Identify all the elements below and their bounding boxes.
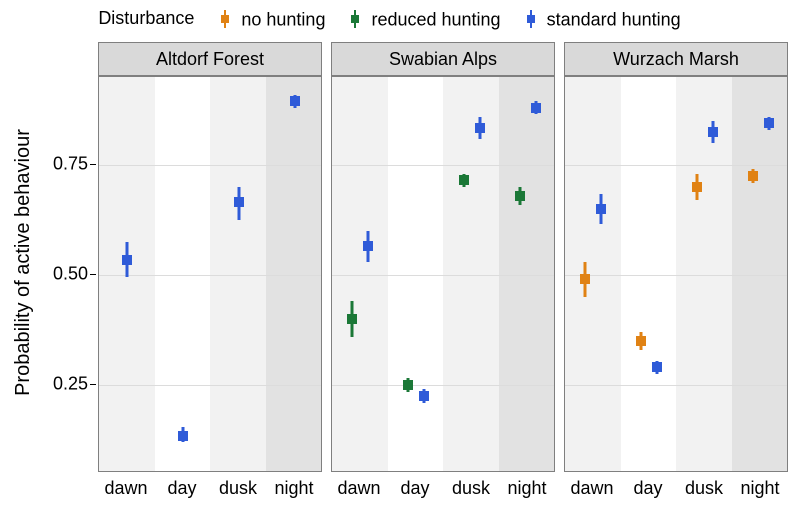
y-tick-mark <box>90 384 96 385</box>
point-marker <box>178 431 188 441</box>
point-marker <box>234 197 244 207</box>
facet-strip: Wurzach Marsh <box>564 42 788 76</box>
point-marker <box>692 182 702 192</box>
x-tick-label: dawn <box>331 478 387 499</box>
facet-title: Altdorf Forest <box>156 49 264 70</box>
x-tick-label: dawn <box>564 478 620 499</box>
point-marker <box>531 103 541 113</box>
facet-panel: Swabian Alps dawndaydusknight <box>331 42 555 502</box>
point-marker <box>459 175 469 185</box>
x-band <box>388 77 444 471</box>
legend-label: standard hunting <box>547 9 681 29</box>
x-band <box>155 77 211 471</box>
legend-item: reduced hunting <box>343 6 500 31</box>
legend-label: reduced hunting <box>371 9 500 29</box>
gridline <box>565 385 787 386</box>
x-tick-label: dawn <box>98 478 154 499</box>
x-band <box>499 77 555 471</box>
x-tick-label: night <box>499 478 555 499</box>
facet-title: Swabian Alps <box>389 49 497 70</box>
plot-area <box>331 76 555 472</box>
legend-swatch-icon <box>213 9 237 29</box>
point-marker <box>419 391 429 401</box>
y-tick-label: 0.75 <box>38 154 88 175</box>
x-band <box>732 77 788 471</box>
x-band <box>621 77 677 471</box>
gridline <box>332 275 554 276</box>
point-marker <box>652 362 662 372</box>
gridline <box>332 165 554 166</box>
x-band <box>565 77 621 471</box>
point-marker <box>290 96 300 106</box>
x-tick-label: day <box>154 478 210 499</box>
facet-panel: Wurzach Marsh dawndaydusknight <box>564 42 788 502</box>
point-marker <box>636 336 646 346</box>
x-tick-label: day <box>620 478 676 499</box>
y-tick-mark <box>90 164 96 165</box>
facet-strip: Altdorf Forest <box>98 42 322 76</box>
x-axis-labels: dawndaydusknight <box>564 474 788 502</box>
point-marker <box>708 127 718 137</box>
point-marker <box>475 123 485 133</box>
facet-strip: Swabian Alps <box>331 42 555 76</box>
facet-title: Wurzach Marsh <box>613 49 739 70</box>
y-tick-mark <box>90 274 96 275</box>
legend-label: no hunting <box>241 9 325 29</box>
point-marker <box>515 191 525 201</box>
x-tick-label: dusk <box>443 478 499 499</box>
point-marker <box>580 274 590 284</box>
y-tick-label: 0.50 <box>38 264 88 285</box>
y-axis-label: Probability of active behaviour <box>10 0 36 525</box>
x-axis-labels: dawndaydusknight <box>331 474 555 502</box>
point-marker <box>363 241 373 251</box>
point-marker <box>347 314 357 324</box>
gridline <box>565 165 787 166</box>
plot-grid: Altdorf ForestdawndaydusknightSwabian Al… <box>98 42 788 502</box>
legend-swatch-icon <box>519 9 543 29</box>
x-axis-labels: dawndaydusknight <box>98 474 322 502</box>
y-tick-label: 0.25 <box>38 374 88 395</box>
x-tick-label: night <box>266 478 322 499</box>
point-marker <box>403 380 413 390</box>
legend-item: standard hunting <box>519 6 681 31</box>
x-band <box>266 77 322 471</box>
gridline <box>565 275 787 276</box>
x-band <box>332 77 388 471</box>
gridline <box>99 275 321 276</box>
legend: Disturbance no hunting reduced hunting sta… <box>0 6 797 30</box>
legend-title: Disturbance <box>98 6 194 30</box>
x-band <box>443 77 499 471</box>
plot-area <box>98 76 322 472</box>
legend-swatch-icon <box>343 9 367 29</box>
x-tick-label: dusk <box>210 478 266 499</box>
gridline <box>332 385 554 386</box>
gridline <box>99 165 321 166</box>
point-marker <box>596 204 606 214</box>
x-tick-label: dusk <box>676 478 732 499</box>
x-band <box>210 77 266 471</box>
legend-item: no hunting <box>213 6 325 31</box>
plot-area <box>564 76 788 472</box>
point-marker <box>764 118 774 128</box>
x-tick-label: night <box>732 478 788 499</box>
x-band <box>676 77 732 471</box>
y-axis-ticks: 0.25 0.50 0.75 <box>38 76 96 472</box>
figure: Disturbance no hunting reduced hunting sta… <box>0 0 797 525</box>
x-tick-label: day <box>387 478 443 499</box>
point-marker <box>122 255 132 265</box>
facet-panel: Altdorf Forest dawndaydusknight <box>98 42 322 502</box>
gridline <box>99 385 321 386</box>
point-marker <box>748 171 758 181</box>
